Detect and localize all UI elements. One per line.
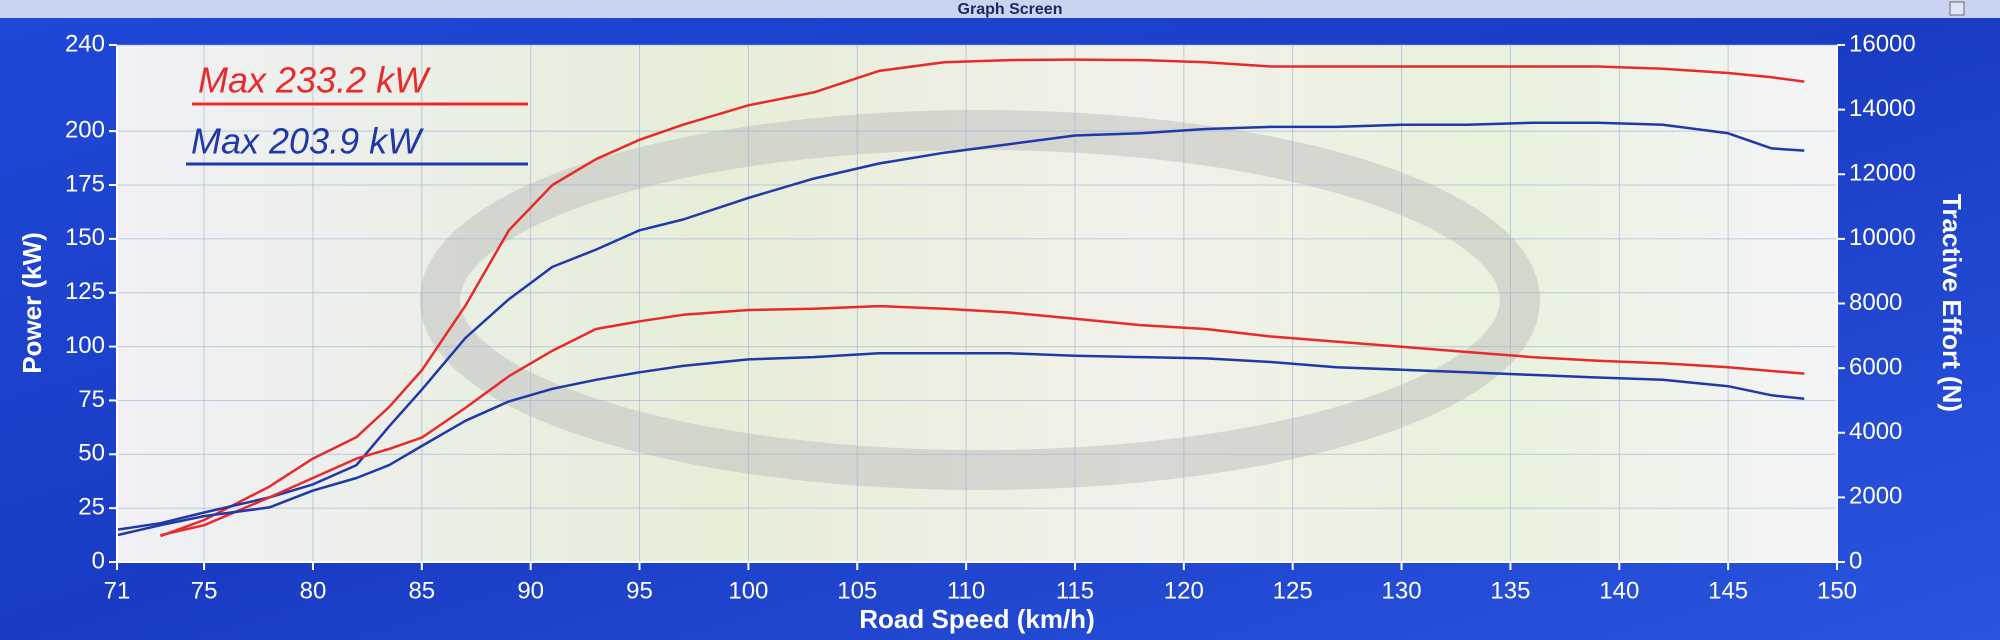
y-tick-label: 0	[92, 547, 105, 574]
series-line	[116, 352, 1805, 537]
y2-tick-label: 6000	[1849, 353, 1902, 380]
y-tick-label: 150	[65, 224, 105, 251]
x-tick-label: 120	[1164, 577, 1204, 604]
y-tick-label: 50	[78, 440, 105, 467]
title-bar	[0, 0, 2000, 18]
x-tick-label: 105	[837, 577, 877, 604]
y-tick-label: 125	[65, 278, 105, 305]
y2-tick-label: 10000	[1849, 224, 1916, 251]
y-tick-label: 25	[78, 493, 105, 520]
x-tick-label: 110	[947, 577, 985, 604]
annotation: Max 233.2 kW	[198, 60, 431, 101]
y-tick-label: 75	[78, 386, 105, 413]
y-tick-label: 100	[65, 332, 105, 359]
x-tick-label: 95	[626, 577, 653, 604]
y2-tick-label: 12000	[1849, 160, 1916, 187]
series-line	[160, 58, 1805, 538]
y2-tick-label: 8000	[1849, 289, 1902, 316]
lines	[116, 58, 1805, 538]
y2-tick-label: 0	[1849, 547, 1862, 574]
x-tick-label: 71	[104, 577, 131, 604]
y-tick-label: 200	[65, 117, 105, 144]
x-tick-label: 85	[408, 577, 435, 604]
y-tick-label: 240	[65, 30, 105, 57]
x-tick-label: 150	[1817, 577, 1857, 604]
annotation: Max 203.9 kW	[191, 121, 424, 162]
series-line	[160, 304, 1805, 537]
watermark	[420, 110, 1540, 490]
x-tick-label: 135	[1490, 577, 1530, 604]
y2-tick-label: 16000	[1849, 30, 1916, 57]
x-tick-label: 100	[728, 577, 768, 604]
y2-tick-label: 2000	[1849, 483, 1902, 510]
window-title: Graph Screen	[958, 1, 1063, 18]
y2-tick-label: 14000	[1849, 95, 1916, 122]
x-tick-label: 130	[1382, 577, 1422, 604]
y-tick-label: 175	[65, 170, 105, 197]
x-tick-label: 140	[1599, 577, 1639, 604]
y-axis-label: Power (kW)	[17, 232, 47, 374]
x-tick-label: 115	[1056, 577, 1094, 604]
x-axis-label: Road Speed (km/h)	[859, 604, 1094, 634]
x-tick-label: 125	[1273, 577, 1313, 604]
x-tick-label: 145	[1708, 577, 1748, 604]
window-button[interactable]	[1949, 1, 1965, 16]
x-tick-label: 80	[300, 577, 327, 604]
x-tick-label: 90	[517, 577, 544, 604]
x-tick-label: 75	[191, 577, 218, 604]
y2-tick-label: 4000	[1849, 418, 1902, 445]
series-line	[116, 121, 1805, 531]
y2-axis-label: Tractive Effort (N)	[1937, 194, 1967, 412]
